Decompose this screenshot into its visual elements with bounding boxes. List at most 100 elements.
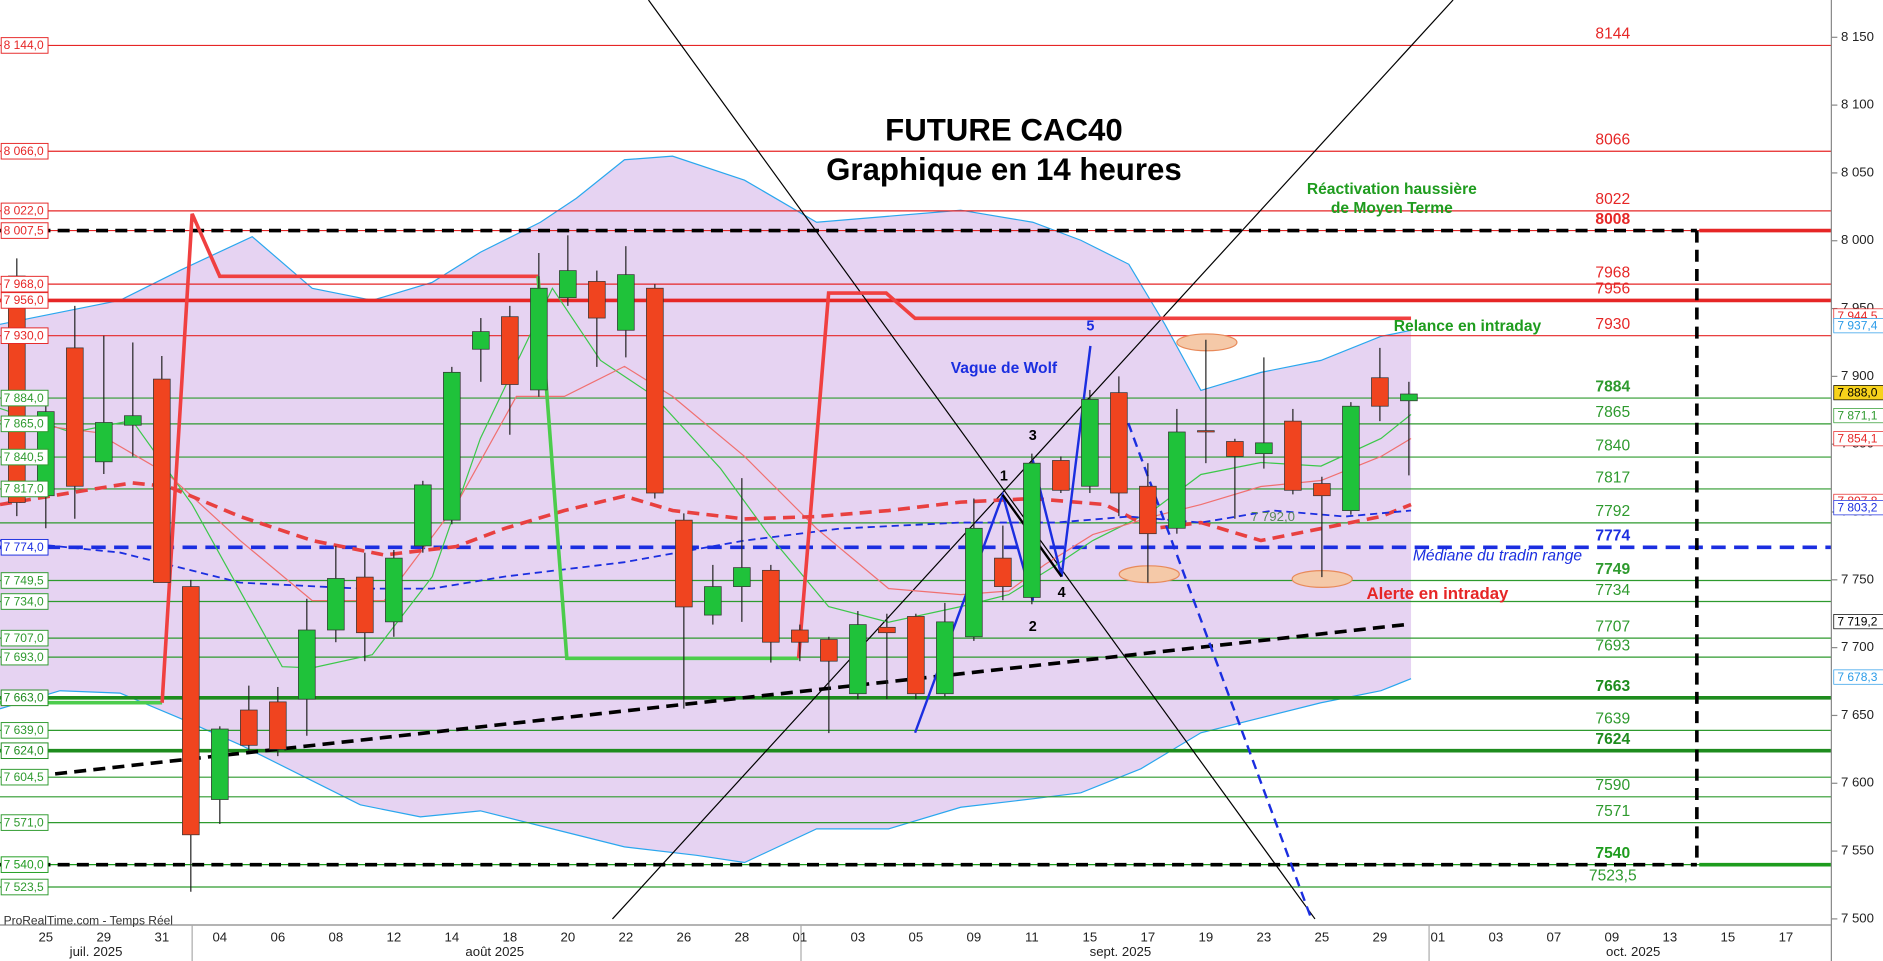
annotation: 2 <box>1029 619 1037 635</box>
x-tick-label: 05 <box>909 930 924 945</box>
candle-body <box>124 415 142 426</box>
level-label: 7749 <box>1595 561 1630 578</box>
level-label: 7792 <box>1595 503 1630 520</box>
candle-body <box>182 586 200 836</box>
level-label: 7956 <box>1595 281 1630 298</box>
level-label: 7707 <box>1595 618 1630 635</box>
candle-body <box>617 274 635 331</box>
level-tag: 7 749,5 <box>4 573 44 587</box>
price-tag: 7 871,1 <box>1837 408 1877 422</box>
level-tag-box <box>0 722 49 739</box>
candle-body <box>1371 377 1389 407</box>
level-tag: 7 774,0 <box>4 540 44 554</box>
step-line-green <box>536 276 799 661</box>
level-label: 7540 <box>1595 845 1630 862</box>
level-label: 8066 <box>1595 132 1630 149</box>
candle-body <box>820 639 838 662</box>
x-tick-label: 03 <box>1489 930 1504 945</box>
level-label: 7590 <box>1595 777 1630 794</box>
level-label: 7571 <box>1595 803 1630 820</box>
candle-body <box>530 287 548 391</box>
candle-body <box>646 287 664 494</box>
level-tag: 7 707,0 <box>4 631 44 645</box>
candle-body <box>8 275 26 503</box>
x-tick-label: 04 <box>212 930 227 945</box>
level-label: 7734 <box>1595 582 1630 599</box>
x-tick-label: 31 <box>154 930 169 945</box>
x-tick-label: 01 <box>1431 930 1446 945</box>
level-tag-box <box>0 37 49 54</box>
level-tag-box <box>0 629 49 647</box>
x-tick-label: 09 <box>967 930 982 945</box>
level-tag: 7 956,0 <box>4 293 44 307</box>
level-tag-box <box>0 142 49 160</box>
price-tag: 7 937,4 <box>1837 318 1877 332</box>
level-tag-box <box>0 275 49 293</box>
level-tag-box <box>0 202 49 220</box>
price-tag: 7 719,2 <box>1837 614 1877 628</box>
level-tag-box <box>0 480 49 498</box>
month-label: sept. 2025 <box>1090 944 1152 959</box>
level-tag: 8 022,0 <box>4 204 44 218</box>
price-tag-box <box>1833 669 1883 685</box>
x-tick-label: 17 <box>1141 930 1156 945</box>
level-tag-box <box>0 538 49 556</box>
candle-body <box>1023 462 1041 598</box>
level-tag-box <box>0 222 49 239</box>
candle-body <box>95 422 113 463</box>
level-tag-box <box>0 389 49 407</box>
x-tick-label: 29 <box>96 930 111 945</box>
x-tick-label: 12 <box>386 930 401 945</box>
x-tick-label: 28 <box>735 930 750 945</box>
level-label: 7817 <box>1595 469 1630 486</box>
trend-line <box>612 0 1454 920</box>
level-tag: 8 007,5 <box>4 223 44 237</box>
candle-body <box>153 378 171 583</box>
bollinger-upper <box>0 155 1412 392</box>
level-label: 7968 <box>1595 264 1630 281</box>
moving-average-dashed-red <box>0 481 1412 557</box>
y-tick-label: 7 500 <box>1841 910 1874 925</box>
candle-body <box>762 569 780 643</box>
candle-body <box>849 624 867 695</box>
price-tag-box <box>1833 318 1883 334</box>
level-label: 8144 <box>1595 26 1630 43</box>
level-tag: 8 144,0 <box>4 38 44 52</box>
highlight <box>1176 333 1238 352</box>
candle-body <box>1168 431 1186 529</box>
candle-body <box>327 578 345 631</box>
candle-body <box>472 331 490 350</box>
candle-body <box>1400 393 1418 402</box>
y-tick-label: 8 100 <box>1841 97 1874 112</box>
annotation: FUTURE CAC40 <box>885 112 1123 147</box>
x-tick-label: 15 <box>1083 930 1098 945</box>
candle-body <box>994 557 1012 587</box>
moving-average-red <box>0 365 1412 602</box>
level-label: 7663 <box>1595 678 1630 695</box>
level-tag: 7 884,0 <box>4 391 44 405</box>
annotation: 7 792,0 <box>1251 509 1295 524</box>
y-tick-label: 7 700 <box>1841 639 1874 654</box>
price-tag-box <box>1833 408 1883 424</box>
annotation: de Moyen Terme <box>1331 200 1453 217</box>
x-tick-label: 09 <box>1605 930 1620 945</box>
x-tick-label: 15 <box>1721 930 1736 945</box>
candle-body <box>704 586 722 616</box>
level-tag: 7 734,0 <box>4 594 44 608</box>
candle-body <box>298 629 316 700</box>
level-label: 7523,5 <box>1589 867 1637 884</box>
level-tag: 7 571,0 <box>4 815 44 829</box>
candle-body <box>1255 442 1273 455</box>
level-tag-box <box>0 292 49 309</box>
level-tag: 7 968,0 <box>4 277 44 291</box>
wolf-target <box>1121 408 1313 920</box>
y-tick-label: 7 750 <box>1841 571 1874 586</box>
candle-body <box>1081 399 1099 487</box>
level-tag-box <box>0 768 49 786</box>
y-tick-label: 7 650 <box>1841 707 1874 722</box>
level-tag-box <box>0 689 49 707</box>
price-tag-box <box>1833 431 1883 447</box>
candle-body <box>1052 460 1070 491</box>
